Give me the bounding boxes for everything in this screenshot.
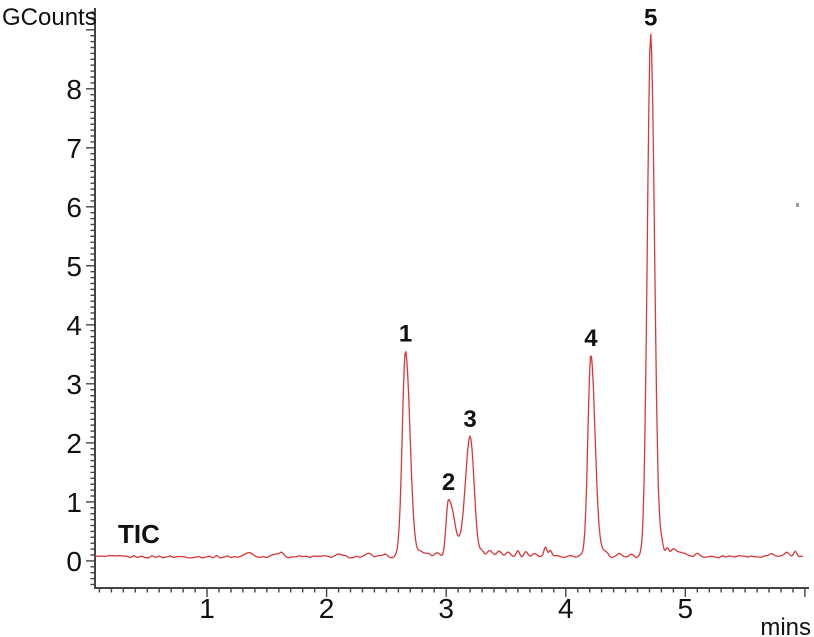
peak-label-5: 5 bbox=[644, 5, 657, 32]
y-tick-label-4: 4 bbox=[66, 310, 82, 341]
y-tick-label-0: 0 bbox=[66, 546, 82, 577]
y-tick-label-3: 3 bbox=[66, 369, 82, 400]
x-axis-title: mins bbox=[760, 614, 811, 637]
y-tick-label-2: 2 bbox=[66, 428, 82, 459]
axis-ticks bbox=[86, 11, 806, 597]
peak-label-2: 2 bbox=[442, 469, 455, 496]
peak-label-3: 3 bbox=[463, 406, 476, 433]
peak-label-1: 1 bbox=[399, 320, 412, 347]
x-tick-label-3: 3 bbox=[438, 593, 454, 624]
peak-labels: 1 2 3 4 5 bbox=[399, 5, 658, 496]
y-tick-label-1: 1 bbox=[66, 487, 82, 518]
x-tick-label-2: 2 bbox=[319, 593, 335, 624]
x-tick-label-4: 4 bbox=[558, 593, 574, 624]
x-tick-label-1: 1 bbox=[199, 593, 215, 624]
axis-tick-labels: 1 2 3 4 5 0 1 2 3 4 5 6 7 8 bbox=[66, 74, 693, 624]
speck-artifact bbox=[796, 203, 799, 207]
y-tick-label-8: 8 bbox=[66, 74, 82, 105]
tic-trace-line bbox=[94, 33, 804, 559]
trace-label: TIC bbox=[118, 519, 160, 549]
peak-label-4: 4 bbox=[584, 325, 598, 352]
y-axis-title: GCounts bbox=[2, 4, 97, 31]
y-tick-label-6: 6 bbox=[66, 192, 82, 223]
y-tick-label-7: 7 bbox=[66, 133, 82, 164]
x-tick-label-5: 5 bbox=[678, 593, 694, 624]
y-tick-label-5: 5 bbox=[66, 251, 82, 282]
